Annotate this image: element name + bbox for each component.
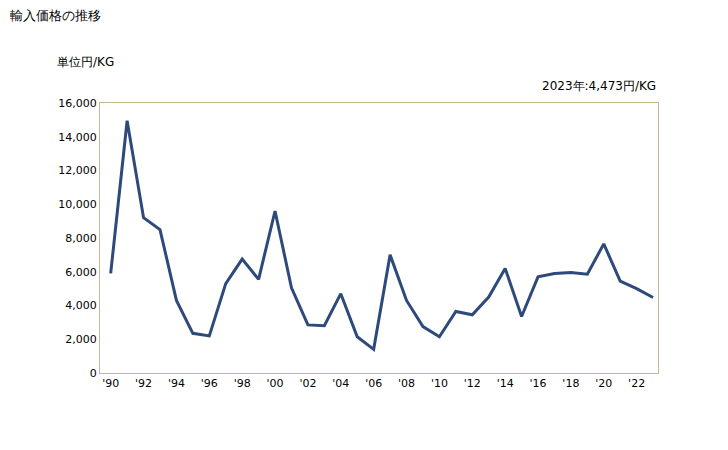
svg-text:6,000: 6,000 <box>65 266 97 279</box>
svg-text:単位円/KG: 単位円/KG <box>57 55 114 69</box>
svg-text:'08: '08 <box>398 377 415 390</box>
svg-text:'12: '12 <box>464 377 481 390</box>
svg-text:'94: '94 <box>168 377 185 390</box>
svg-text:12,000: 12,000 <box>58 164 97 177</box>
svg-text:'90: '90 <box>102 377 119 390</box>
svg-text:'96: '96 <box>201 377 218 390</box>
svg-text:4,000: 4,000 <box>65 299 97 312</box>
svg-text:0: 0 <box>90 367 97 380</box>
svg-text:14,000: 14,000 <box>58 131 97 144</box>
svg-text:'16: '16 <box>530 377 547 390</box>
svg-text:8,000: 8,000 <box>65 232 97 245</box>
svg-text:2,000: 2,000 <box>65 333 97 346</box>
svg-text:16,000: 16,000 <box>58 97 97 110</box>
svg-text:'14: '14 <box>497 377 514 390</box>
svg-text:2023年:4,473円/KG: 2023年:4,473円/KG <box>542 79 656 93</box>
svg-text:'20: '20 <box>595 377 612 390</box>
svg-text:'04: '04 <box>332 377 349 390</box>
svg-text:'98: '98 <box>234 377 251 390</box>
svg-text:'10: '10 <box>431 377 448 390</box>
svg-text:'22: '22 <box>628 377 645 390</box>
svg-text:'06: '06 <box>365 377 382 390</box>
svg-text:'18: '18 <box>562 377 579 390</box>
svg-text:'92: '92 <box>135 377 152 390</box>
svg-text:'02: '02 <box>299 377 316 390</box>
svg-text:輸入価格の推移: 輸入価格の推移 <box>10 8 101 23</box>
svg-text:10,000: 10,000 <box>58 198 97 211</box>
svg-text:'00: '00 <box>267 377 284 390</box>
